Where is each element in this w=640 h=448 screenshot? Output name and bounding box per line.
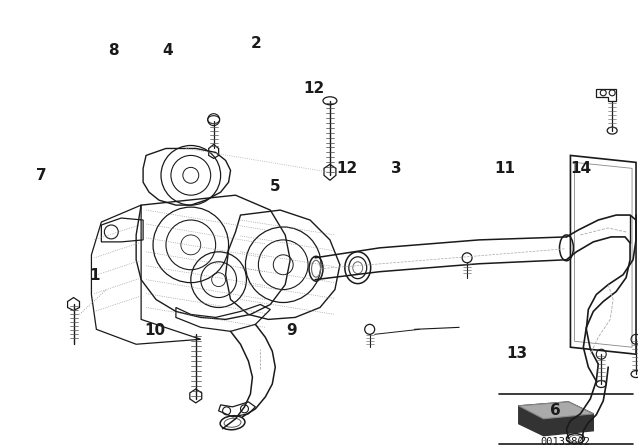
Text: 8: 8 [108,43,118,58]
Text: 11: 11 [494,161,515,176]
Text: 1: 1 [89,268,99,283]
Text: 13: 13 [507,345,528,361]
Text: 12: 12 [303,81,324,96]
Text: 00135802: 00135802 [540,437,591,447]
Text: 12: 12 [336,161,357,176]
Text: 3: 3 [391,161,402,176]
Polygon shape [519,402,593,419]
Text: 4: 4 [162,43,173,58]
Text: 9: 9 [286,323,297,338]
Text: 14: 14 [570,161,591,176]
Text: 5: 5 [270,179,281,194]
Text: 2: 2 [251,36,262,51]
Text: 7: 7 [36,168,47,182]
Text: 10: 10 [144,323,165,338]
Text: 6: 6 [550,404,561,418]
Polygon shape [519,402,593,435]
